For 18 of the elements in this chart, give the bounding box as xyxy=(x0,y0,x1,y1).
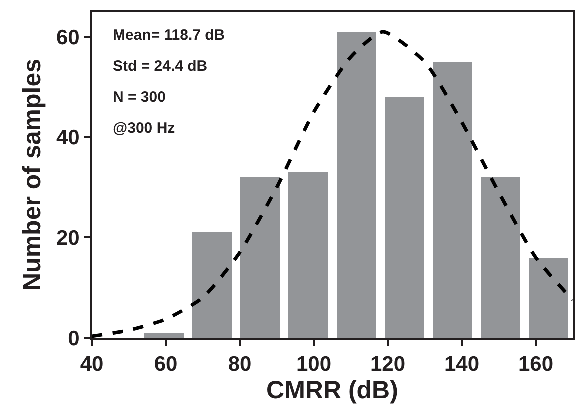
annotation: @300 Hz xyxy=(113,120,176,137)
x-axis-title: CMRR (dB) xyxy=(266,376,398,405)
x-tick-label: 140 xyxy=(444,353,480,376)
x-tick-label: 160 xyxy=(518,353,554,376)
x-tick-label: 40 xyxy=(80,353,104,376)
annotation: N = 300 xyxy=(113,89,166,106)
y-axis-title: Number of samples xyxy=(18,58,47,292)
annotation: Std = 24.4 dB xyxy=(113,58,208,75)
y-tick-label: 20 xyxy=(56,227,80,250)
x-tick-label: 120 xyxy=(370,353,406,376)
annotation: Mean= 118.7 dB xyxy=(113,27,226,44)
x-tick-label: 80 xyxy=(228,353,252,376)
y-tick-label: 60 xyxy=(56,26,80,50)
y-tick-label: 0 xyxy=(68,327,80,350)
y-tick-label: 40 xyxy=(56,126,80,150)
line-series xyxy=(92,30,573,338)
x-tick-label: 100 xyxy=(296,353,332,376)
x-tick-label: 60 xyxy=(154,353,178,376)
